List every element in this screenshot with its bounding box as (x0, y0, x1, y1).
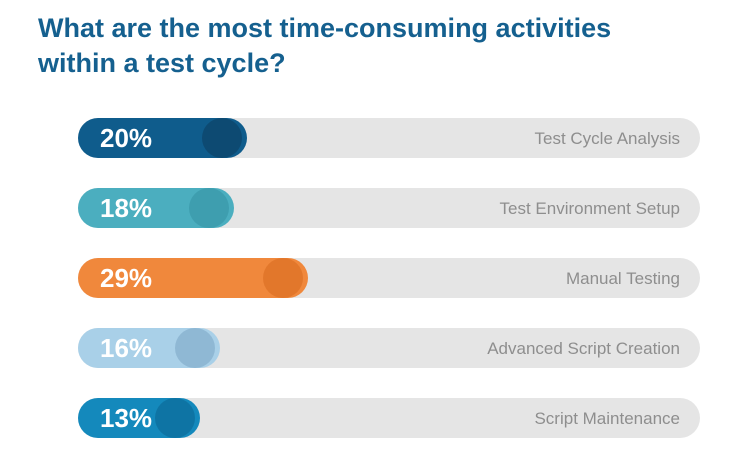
page-title: What are the most time-consuming activit… (38, 13, 612, 78)
bar-endcap-circle (202, 118, 242, 158)
bar-endcap-circle (189, 188, 229, 228)
bar-value-label: 16% (100, 333, 153, 363)
bar-endcap-circle (155, 398, 195, 438)
bar-fill (78, 188, 234, 228)
bar-endcap-circle (263, 258, 303, 298)
bar-value-label: 20% (100, 123, 153, 153)
bar-category-label: Test Cycle Analysis (534, 129, 681, 148)
bar-category-label: Manual Testing (565, 269, 680, 288)
bar-category-label: Test Environment Setup (499, 199, 680, 218)
bar-chart: 20% Test Cycle Analysis 18% Test Environ… (78, 118, 700, 438)
bar-row-advanced-script-creation: 16% Advanced Script Creation (78, 328, 700, 368)
bar-value-label: 13% (100, 403, 153, 433)
bar-fill (78, 118, 247, 158)
bar-row-script-maintenance: 13% Script Maintenance (78, 398, 700, 438)
bar-category-label: Advanced Script Creation (487, 339, 680, 358)
bar-fill (78, 328, 220, 368)
bar-fill (78, 258, 308, 298)
bar-row-test-environment-setup: 18% Test Environment Setup (78, 188, 700, 228)
bar-value-label: 29% (100, 263, 153, 293)
bar-row-manual-testing: 29% Manual Testing (78, 258, 700, 298)
bar-value-label: 18% (100, 193, 153, 223)
bar-fill (78, 398, 200, 438)
bar-endcap-circle (175, 328, 215, 368)
bar-row-test-cycle-analysis: 20% Test Cycle Analysis (78, 118, 700, 158)
bar-category-label: Script Maintenance (534, 409, 680, 428)
